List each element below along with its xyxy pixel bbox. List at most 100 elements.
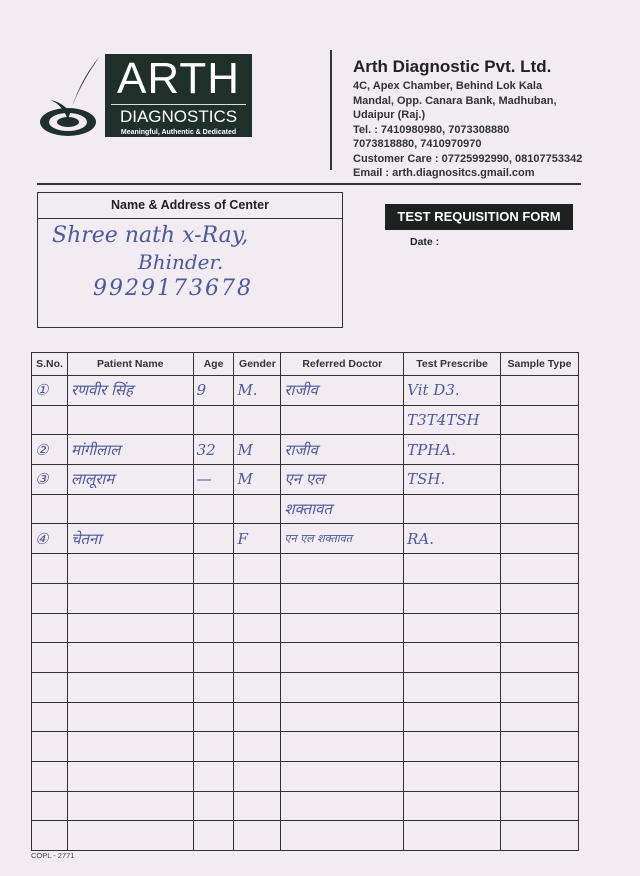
table-cell xyxy=(280,790,405,822)
form-code: COPL - 2771 xyxy=(31,851,75,860)
table-cell xyxy=(66,731,194,762)
email: Email : arth.diagnositcs.gmail.com xyxy=(353,167,535,179)
table-cell xyxy=(500,820,579,851)
table-cell xyxy=(500,612,579,644)
center-box: Name & Address of Center Shree nath x-Ra… xyxy=(37,192,343,328)
company-info: Arth Diagnostic Pvt. Ltd. 4C, Apex Chamb… xyxy=(353,55,582,181)
table-cell: ② xyxy=(31,434,68,466)
table-cell xyxy=(280,612,405,644)
table-cell: F xyxy=(233,523,282,555)
table-row: ① रणवीर सिंह 9 M. राजीव Vit D3. xyxy=(31,375,579,406)
table-cell xyxy=(403,553,501,584)
table-row xyxy=(31,553,579,584)
table-cell xyxy=(500,760,579,792)
column-header: Test Prescribe xyxy=(403,352,501,376)
table-cell xyxy=(233,493,282,525)
table-cell xyxy=(66,701,194,733)
table-cell xyxy=(31,612,68,644)
center-phone: 9929173678 xyxy=(93,276,253,301)
table-cell xyxy=(403,642,501,673)
table-row xyxy=(31,701,579,733)
table-cell: रणवीर सिंह xyxy=(66,375,194,406)
table-cell xyxy=(500,464,579,495)
table-cell xyxy=(280,731,405,762)
table-cell xyxy=(192,404,235,436)
table-cell: ① xyxy=(31,375,68,406)
table-cell xyxy=(192,523,235,555)
table-cell xyxy=(66,642,194,673)
table-row xyxy=(31,820,579,851)
table-cell xyxy=(280,642,405,673)
table-cell xyxy=(66,790,194,822)
table-cell xyxy=(192,553,235,584)
table-cell xyxy=(403,760,501,792)
column-header: Sample Type xyxy=(500,352,579,376)
table-cell: — xyxy=(192,464,235,495)
telephone: Tel. : 7410980980, 7073308880 xyxy=(353,123,510,136)
table-cell xyxy=(192,760,235,792)
table-cell xyxy=(500,553,579,584)
address-line: Mandal, Opp. Canara Bank, Madhuban, xyxy=(353,94,557,107)
logo-subtitle: DIAGNOSTICS xyxy=(119,107,238,126)
table-row xyxy=(31,642,579,673)
table-cell: ③ xyxy=(31,464,68,495)
table-cell: Vit D3. xyxy=(403,375,501,406)
logo-title: ARTH xyxy=(117,54,240,103)
table-cell xyxy=(233,701,282,733)
table-cell xyxy=(192,582,235,614)
table-cell: एन एल xyxy=(280,464,405,495)
table-cell xyxy=(233,642,282,673)
table-row: ② मांगीलाल 32 M राजीव TPHA. xyxy=(31,434,579,466)
target-check-icon xyxy=(40,56,100,136)
table-row: ③ लालूराम — M एन एल TSH. xyxy=(31,464,579,495)
table-cell: ④ xyxy=(31,523,68,555)
table-cell xyxy=(31,553,68,584)
customer-care: Customer Care : 07725992990, 08107753342 xyxy=(353,152,583,165)
table-row: ④ चेतना F एन एल शक्तावत RA. xyxy=(31,523,579,555)
table-cell xyxy=(233,612,282,644)
table-cell xyxy=(280,671,405,703)
table-cell xyxy=(403,493,501,525)
table-row xyxy=(31,790,579,822)
table-cell xyxy=(31,790,68,822)
table-cell xyxy=(192,671,235,703)
table-cell xyxy=(500,731,579,762)
table-cell: T3T4TSH xyxy=(403,404,501,436)
table-cell xyxy=(66,553,194,584)
table-cell: लालूराम xyxy=(66,464,194,495)
table-cell: राजीव xyxy=(280,434,405,466)
table-cell xyxy=(280,582,405,614)
table-cell xyxy=(192,731,235,762)
table-cell xyxy=(233,671,282,703)
table-cell xyxy=(66,671,194,703)
table-cell xyxy=(403,820,501,851)
column-header: Patient Name xyxy=(66,352,194,376)
table-cell xyxy=(233,553,282,584)
table-cell xyxy=(192,790,235,822)
table-cell xyxy=(31,582,68,614)
logo-tagline: Meaningful, Authentic & Dedicated xyxy=(120,129,237,136)
table-cell xyxy=(403,582,501,614)
table-cell xyxy=(31,671,68,703)
table-cell xyxy=(66,404,194,436)
table-cell xyxy=(66,820,194,851)
table-cell: शक्तावत xyxy=(280,493,405,525)
table-cell: 9 xyxy=(192,375,235,406)
table-cell xyxy=(500,790,579,822)
table-cell xyxy=(280,404,405,436)
column-header: Age xyxy=(192,352,235,376)
table-cell: राजीव xyxy=(280,375,405,406)
table-cell: TPHA. xyxy=(403,434,501,466)
table-cell xyxy=(403,671,501,703)
table-cell xyxy=(66,493,194,525)
table-row xyxy=(31,671,579,703)
divider xyxy=(330,50,332,170)
table-cell xyxy=(31,642,68,673)
table-cell: TSH. xyxy=(403,464,501,495)
table-cell xyxy=(31,820,68,851)
table-cell xyxy=(280,760,405,792)
table-cell xyxy=(500,404,579,436)
table-cell xyxy=(233,404,282,436)
patient-table: S.No. Patient Name Age Gender Referred Docto… xyxy=(31,352,579,851)
table-cell: एन एल शक्तावत xyxy=(280,523,405,555)
